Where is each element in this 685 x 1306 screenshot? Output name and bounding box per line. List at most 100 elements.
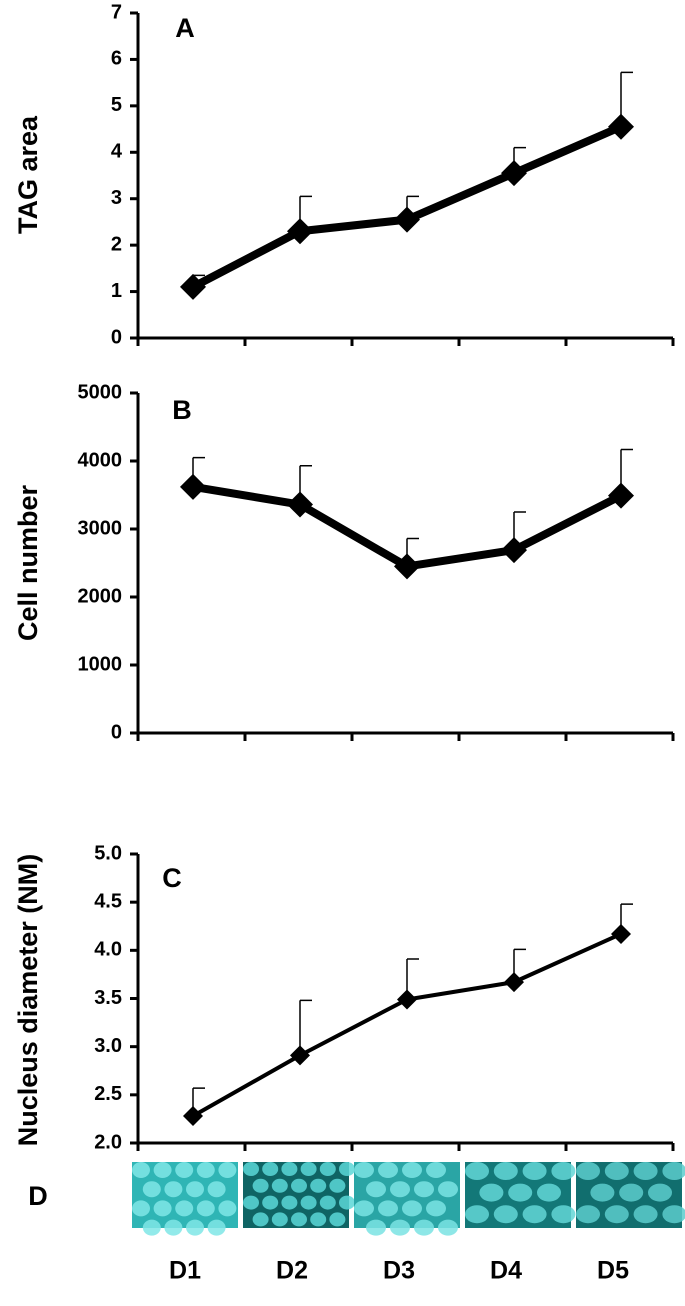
nucleus <box>354 1162 374 1178</box>
marker <box>397 989 417 1010</box>
nucleus <box>465 1162 489 1180</box>
y-axis-label: TAG area <box>13 115 43 234</box>
marker <box>290 1045 310 1066</box>
nucleus <box>390 1181 410 1198</box>
nucleus <box>493 1162 518 1180</box>
nucleus <box>378 1162 398 1178</box>
nucleus <box>576 1162 600 1180</box>
nucleus <box>252 1212 269 1227</box>
nucleus <box>590 1183 615 1202</box>
x-tick-label: D3 <box>383 1257 415 1285</box>
error-bar <box>299 999 312 1056</box>
nucleus <box>522 1162 547 1180</box>
nucleus <box>619 1183 644 1202</box>
nucleus <box>218 1200 237 1217</box>
nucleus <box>218 1162 237 1178</box>
nucleus <box>207 1219 226 1236</box>
marker <box>501 537 527 564</box>
nucleus <box>493 1205 518 1224</box>
nucleus <box>175 1200 194 1217</box>
nucleus <box>281 1195 298 1210</box>
nucleus <box>604 1162 629 1180</box>
nucleus <box>164 1181 183 1198</box>
nucleus <box>378 1200 398 1217</box>
nucleus <box>291 1212 307 1227</box>
marker <box>183 1106 203 1127</box>
nucleus <box>402 1162 422 1178</box>
marker <box>394 553 420 580</box>
nucleus <box>319 1162 336 1176</box>
y-tick-label: 6 <box>111 48 122 70</box>
nucleus <box>479 1183 504 1202</box>
x-tick-label: D5 <box>597 1257 629 1285</box>
nucleus <box>186 1219 204 1236</box>
nucleus <box>196 1162 215 1178</box>
y-tick-label: 4000 <box>78 449 123 471</box>
nucleus <box>551 1205 576 1224</box>
y-tick-label: 1000 <box>78 653 123 675</box>
nucleus <box>300 1162 317 1176</box>
nucleus <box>243 1195 259 1210</box>
y-tick-label: 4.5 <box>94 890 122 912</box>
nucleus <box>271 1212 288 1227</box>
nucleus <box>354 1200 374 1217</box>
y-tick-label: 2000 <box>78 585 123 607</box>
marker <box>611 923 631 944</box>
y-tick-label: 3000 <box>78 517 123 539</box>
nucleus <box>522 1205 547 1224</box>
x-tick-label: D1 <box>169 1257 201 1285</box>
nucleus <box>402 1200 422 1217</box>
y-tick-label: 7 <box>111 1 122 23</box>
nucleus <box>243 1162 259 1176</box>
nucleus <box>339 1195 355 1210</box>
y-tick-label: 4.0 <box>94 939 122 961</box>
nucleus <box>648 1183 672 1202</box>
nucleus <box>132 1200 150 1217</box>
nucleus <box>153 1200 172 1217</box>
nucleus <box>662 1205 685 1224</box>
nucleus <box>576 1205 600 1224</box>
y-axis-label: Cell number <box>13 484 43 641</box>
y-tick-label: 5.0 <box>94 842 122 864</box>
nucleus <box>142 1181 161 1198</box>
nucleus <box>207 1181 226 1198</box>
panel-label: D <box>28 1181 48 1211</box>
nucleus <box>262 1162 279 1176</box>
panel-label: B <box>172 395 192 425</box>
nucleus <box>537 1183 561 1202</box>
marker <box>608 482 634 509</box>
y-tick-label: 3 <box>111 187 122 209</box>
y-tick-label: 5000 <box>78 381 123 403</box>
panel-label: C <box>162 863 182 893</box>
y-tick-label: 1 <box>111 280 122 302</box>
nucleus <box>366 1181 386 1198</box>
nucleus <box>508 1183 533 1202</box>
x-tick-label: D2 <box>276 1257 308 1285</box>
nucleus <box>271 1178 288 1193</box>
y-tick-label: 0 <box>111 721 122 743</box>
nucleus <box>438 1219 458 1236</box>
marker <box>180 473 206 500</box>
y-tick-label: 3.5 <box>94 987 122 1009</box>
nucleus <box>633 1205 658 1224</box>
marker <box>180 273 206 300</box>
marker <box>504 972 524 993</box>
y-tick-label: 4 <box>111 141 123 163</box>
nucleus <box>633 1162 658 1180</box>
nucleus <box>252 1178 269 1193</box>
nucleus <box>329 1212 346 1227</box>
y-tick-label: 2.5 <box>94 1083 122 1105</box>
nucleus <box>390 1219 410 1236</box>
nucleus-images <box>132 1162 685 1236</box>
nucleus <box>319 1195 336 1210</box>
marker <box>287 491 313 518</box>
nucleus <box>438 1181 458 1198</box>
nucleus <box>291 1178 307 1193</box>
nucleus <box>186 1181 204 1198</box>
nucleus <box>153 1162 172 1178</box>
nucleus <box>164 1219 183 1236</box>
panel-label: A <box>175 13 195 43</box>
nucleus <box>414 1219 434 1236</box>
nucleus <box>132 1162 150 1178</box>
